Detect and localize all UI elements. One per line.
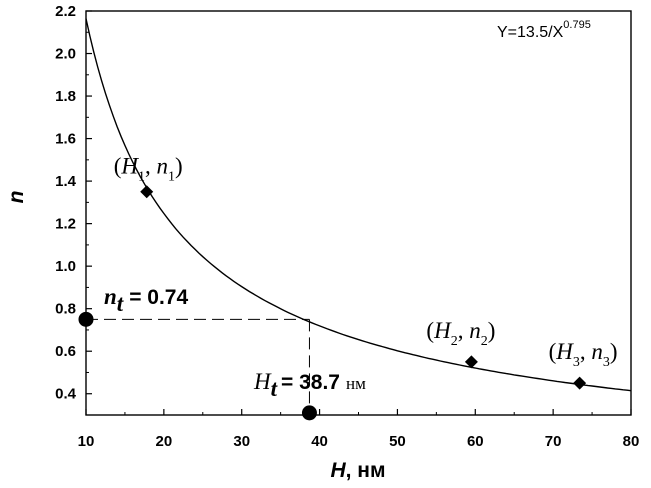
point-labels: (H1, n1) (H2, n2) (H3, n3): [114, 154, 618, 370]
y-tick-label: 0.8: [55, 301, 76, 318]
equation: Y=13.5/X0.795: [497, 19, 591, 41]
y-tick-label: 1.8: [55, 88, 76, 105]
ht-var: H: [253, 369, 272, 394]
ht-sub: t: [271, 376, 278, 401]
x-axis-unit: , нм: [346, 459, 386, 482]
ht-value: = 38.7: [281, 371, 340, 394]
fit-curve: [85, 18, 632, 392]
ht-unit: нм: [346, 374, 366, 393]
nt-var: n: [104, 284, 117, 309]
y-axis-label: n: [5, 191, 28, 204]
x-tick-label: 20: [156, 433, 173, 450]
y-tick-label: 1.6: [55, 131, 76, 148]
y-tick-label: 2.2: [55, 3, 76, 20]
nt-annotation: nt = 0.74: [104, 284, 188, 316]
x-tick-label: 70: [545, 433, 562, 450]
y-tick-label: 1.4: [55, 173, 77, 190]
x-tick-label: 40: [311, 433, 328, 450]
diamond-marker: [140, 185, 154, 199]
point-label: (H1, n1): [114, 154, 183, 185]
x-axis-ticks: 10 20 30 40 50 60 70 80: [78, 409, 640, 450]
y-tick-label: 1.0: [55, 258, 76, 275]
y-tick-label: 0.4: [55, 386, 77, 403]
x-tick-label: 60: [467, 433, 484, 450]
nt-value: = 0.74: [129, 286, 188, 309]
guide-lines: [86, 318, 310, 412]
equation-exponent: 0.795: [563, 19, 591, 31]
point-label: (H3, n3): [549, 339, 618, 370]
ht-annotation: Ht = 38.7 нм: [253, 369, 366, 401]
y-tick-label: 1.2: [55, 216, 76, 233]
y-tick-label: 0.6: [55, 343, 76, 360]
x-axis-label: H, нм: [330, 459, 385, 482]
circle-marker: [78, 311, 94, 327]
data-points: [78, 185, 587, 421]
diamond-marker: [464, 355, 478, 369]
x-tick-label: 10: [78, 433, 95, 450]
x-axis-var: H: [330, 459, 346, 482]
x-tick-label: 80: [623, 433, 640, 450]
diamond-marker: [573, 376, 587, 390]
y-axis-ticks: 0.4 0.6 0.8 1.0 1.2 1.4 1.6 1.8 2.0 2.2: [55, 3, 92, 403]
nt-sub: t: [117, 291, 124, 316]
y-tick-label: 2.0: [55, 46, 76, 63]
x-tick-label: 50: [389, 433, 406, 450]
point-label: (H2, n2): [426, 318, 495, 349]
circle-marker: [301, 405, 317, 421]
equation-base: Y=13.5/X: [497, 24, 564, 41]
x-tick-label: 30: [233, 433, 250, 450]
